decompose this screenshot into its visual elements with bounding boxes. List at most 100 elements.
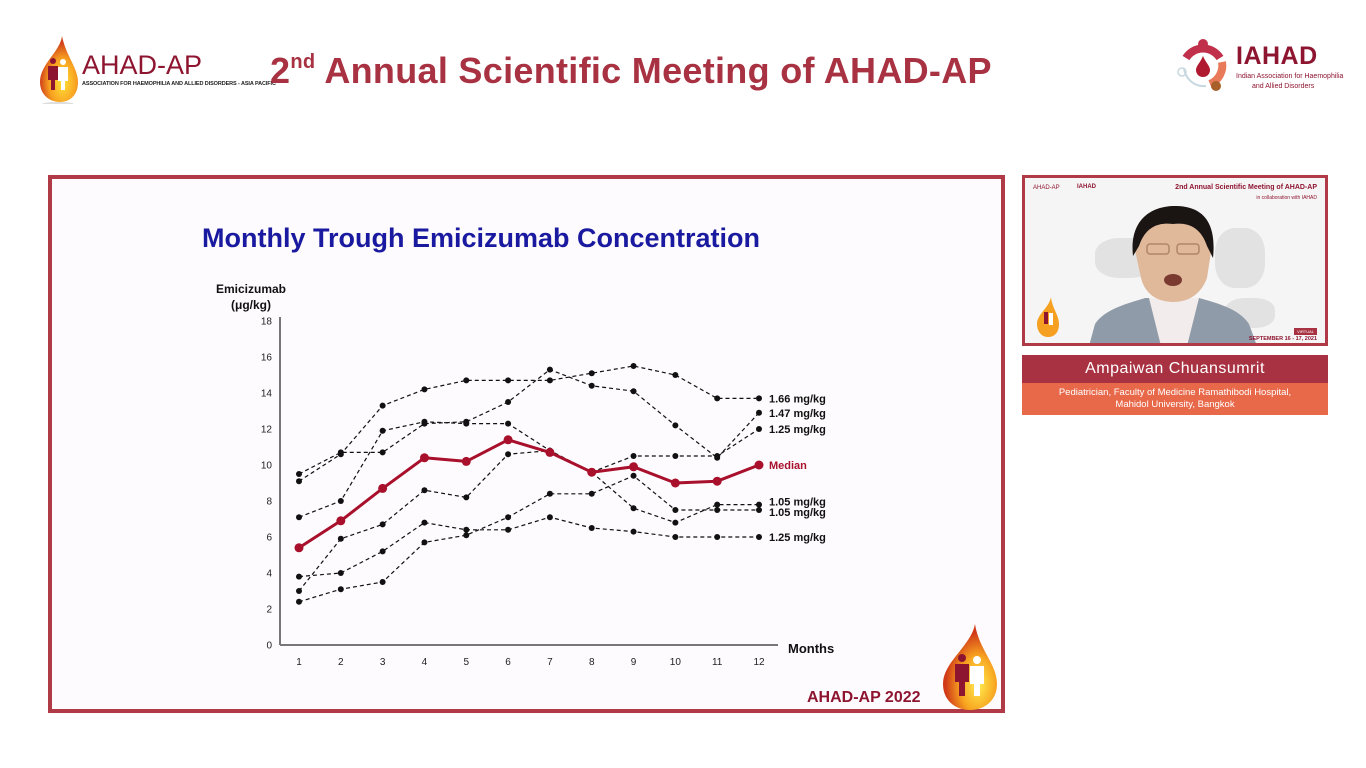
dose-series-point [421, 539, 428, 546]
dose-series-point [672, 534, 679, 540]
speaker-role-line2: Mahidol University, Bangkok [1115, 399, 1235, 410]
dose-series-point [505, 451, 512, 458]
dose-series-point [630, 472, 637, 479]
dose-series-point [296, 471, 302, 477]
median-label: Median [769, 460, 807, 472]
x-tick-label: 3 [380, 657, 386, 668]
title-ordinal: 2 [270, 50, 291, 91]
video-title: 2nd Annual Scientific Meeting of AHAD-AP [1175, 184, 1317, 191]
dose-series-point [672, 372, 679, 378]
y-tick-label: 6 [266, 533, 272, 544]
speaker-name-card: Ampaiwan Chuansumrit Pediatrician, Facul… [1022, 355, 1328, 415]
x-tick-label: 2 [338, 657, 344, 668]
y-tick-label: 4 [266, 569, 272, 580]
dose-series-point [421, 487, 428, 494]
dose-series-point [421, 519, 428, 526]
dose-series-point [588, 490, 595, 497]
series-end-label: 1.25 mg/kg [769, 532, 826, 544]
dose-series-point [714, 507, 721, 513]
dose-series-point [463, 420, 470, 427]
dose-series-point [505, 377, 512, 384]
dose-series-line [298, 369, 760, 475]
dose-series-point [756, 409, 762, 416]
dose-series-point [337, 498, 344, 504]
y-tick-label: 12 [261, 425, 273, 436]
dose-series-point [379, 579, 386, 585]
map-background [1215, 228, 1265, 288]
dose-series-point [672, 422, 679, 429]
dose-series-point [379, 449, 386, 456]
ahad-ap-logo: AHAD-AP ASSOCIATION FOR HAEMOPHILIA AND … [30, 30, 276, 105]
dose-series-point [505, 420, 512, 427]
dose-series-point [505, 514, 512, 521]
dose-series-point [546, 514, 553, 521]
dose-series-point [463, 494, 470, 501]
dose-series-point [756, 426, 762, 432]
video-ahad-ap-logo: AHAD-AP [1033, 185, 1060, 191]
dose-series-point [588, 525, 595, 531]
dose-series-point [296, 598, 302, 605]
dose-series-point [672, 519, 679, 526]
dose-series-point [546, 377, 553, 384]
median-point [503, 435, 513, 445]
dose-series-point [672, 453, 679, 459]
dose-series-point [421, 418, 428, 425]
speaker-role-line1: Pediatrician, Faculty of Medicine Ramath… [1058, 387, 1292, 398]
dose-series-point [337, 586, 344, 593]
dose-series-point [756, 395, 762, 402]
x-tick-label: 1 [296, 657, 302, 668]
dose-series-point [630, 528, 637, 535]
y-axis-unit-label: (μg/kg) [231, 298, 271, 312]
median-point [670, 478, 680, 488]
dose-series-point [714, 501, 721, 508]
dose-series-point [630, 363, 637, 369]
dose-series-point [379, 548, 386, 555]
speaker-video: AHAD-AP IAHAD 2nd Annual Scientific Meet… [1022, 175, 1328, 346]
median-point [461, 456, 471, 466]
y-tick-label: 0 [266, 641, 272, 652]
speaker-name: Ampaiwan Chuansumrit [1022, 355, 1328, 383]
dose-series-line [298, 421, 760, 518]
dose-series-point [546, 366, 553, 373]
y-tick-label: 16 [261, 353, 273, 364]
title-ordinal-suffix: nd [290, 51, 316, 73]
meeting-title: 2nd Annual Scientific Meeting of AHAD-AP [270, 50, 992, 92]
iahad-logo: IAHAD Indian Association for Haemophilia… [1170, 34, 1360, 98]
dose-series-point [630, 388, 637, 395]
dose-series-line [298, 365, 759, 482]
virtual-badge: VIRTUAL [1294, 328, 1317, 335]
title-rest: Annual Scientific Meeting of AHAD-AP [315, 50, 992, 91]
x-tick-label: 12 [753, 657, 765, 668]
x-tick-label: 8 [589, 657, 595, 668]
dose-series-point [756, 501, 762, 508]
median-point [754, 460, 764, 470]
x-tick-label: 9 [631, 657, 637, 668]
x-tick-label: 10 [670, 657, 682, 668]
dose-series-point [630, 453, 637, 459]
series-end-label: 1.25 mg/kg [769, 424, 826, 436]
speaker-role: Pediatrician, Faculty of Medicine Ramath… [1022, 383, 1328, 415]
median-point [629, 462, 639, 472]
ahad-ap-drop-watermark-icon [943, 624, 997, 710]
y-axis-label: Emicizumab [216, 282, 286, 296]
dose-series-point [463, 532, 470, 539]
iahad-wordmark: IAHAD [1236, 42, 1318, 70]
dose-series-point [379, 402, 386, 409]
series-end-label: 1.66 mg/kg [769, 393, 826, 405]
speaker-person [1089, 206, 1256, 343]
y-tick-label: 18 [261, 317, 273, 328]
dose-series-line [298, 516, 759, 578]
y-tick-label: 2 [266, 605, 272, 616]
line-chart: Emicizumab (μg/kg) Months 02468101214161… [216, 282, 834, 668]
dose-series-point [379, 521, 386, 528]
dose-series-point [505, 526, 512, 533]
median-point [587, 467, 597, 477]
dose-series-point [296, 478, 302, 485]
dose-series-point [296, 588, 302, 594]
x-axis-label: Months [788, 641, 834, 656]
y-tick-label: 10 [261, 461, 273, 472]
dose-series-point [463, 377, 470, 384]
video-iahad-logo: IAHAD [1077, 184, 1096, 190]
median-point [294, 543, 304, 553]
